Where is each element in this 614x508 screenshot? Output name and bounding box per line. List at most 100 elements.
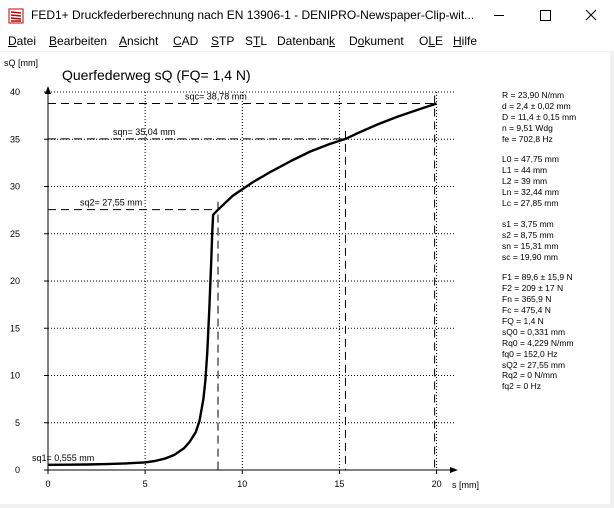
menu-item[interactable]: CAD — [173, 34, 198, 48]
menu-label-post: E — [435, 34, 444, 48]
x-tick-label: 0 — [45, 479, 50, 489]
info-line: FQ = 1,4 N — [502, 316, 544, 327]
info-line: sQ2 = 27,55 mm — [502, 359, 566, 370]
reference-lines — [48, 95, 436, 470]
info-line: L2 = 39 mm — [502, 176, 548, 187]
menu-label-pre: D — [349, 34, 358, 48]
menu-label-key: D — [8, 34, 17, 48]
chart-background — [0, 52, 610, 504]
info-line: Rq2 = 0 N/mm — [502, 370, 558, 381]
chart-ticks: 0 5 10 15 20 0 5 10 15 20 25 30 35 40 — [10, 87, 442, 489]
menu-label-post: kument — [364, 34, 404, 48]
chart-grid — [48, 91, 456, 470]
menu-label-key: H — [453, 34, 462, 48]
reference-label: sqc= 38,78 mm — [185, 92, 247, 102]
info-line: s2 = 8,75 mm — [502, 229, 554, 240]
x-tick-label: 15 — [334, 479, 344, 489]
x-tick-label: 5 — [143, 479, 148, 489]
info-line: fe = 702,8 Hz — [502, 133, 553, 144]
x-tick-label: 20 — [432, 479, 442, 489]
minimize-icon — [494, 15, 504, 16]
menu-label-post: L — [260, 34, 268, 48]
info-line: Rq0 = 4,229 N/mm — [502, 337, 574, 348]
info-line: L1 = 44 mm — [502, 165, 548, 176]
info-line: d = 2,4 ± 0,02 mm — [502, 100, 571, 111]
menu-label-key: L — [428, 34, 436, 48]
menu-item[interactable]: Hilfe — [453, 34, 477, 48]
menu-label-key: o — [357, 34, 365, 48]
menu-item[interactable]: Datenbank — [277, 34, 335, 48]
menu-item[interactable]: OLE — [419, 34, 443, 48]
y-tick-label: 40 — [10, 87, 20, 97]
menu-item[interactable]: Ansicht — [119, 34, 158, 48]
menu-item[interactable]: STP — [211, 34, 234, 48]
close-icon — [585, 9, 597, 21]
menu-label-pre: O — [419, 34, 429, 48]
menu-label-post: AD — [181, 34, 199, 48]
close-button[interactable] — [568, 0, 614, 31]
curve-layer — [47, 102, 437, 466]
y-tick-label: 25 — [10, 229, 20, 239]
menu-label-post: ilfe — [461, 34, 478, 48]
maximize-icon — [540, 10, 551, 21]
info-gap — [502, 209, 576, 219]
reference-labels: sq1= 0,555 mm sq2= 27,55 mm sqn= 35,04 mm s… — [32, 92, 247, 463]
y-tick-label: 0 — [15, 465, 20, 475]
window-border — [610, 52, 614, 508]
spring-parameters: R = 23,90 N/mm d = 2,4 ± 0,02 mm D = 11,4 … — [502, 90, 576, 392]
title-bar[interactable]: FED1+ Druckfederberechnung nach EN 13906… — [0, 0, 614, 31]
info-line: Fc = 475,4 N — [502, 305, 551, 316]
menu-item[interactable]: Datei — [8, 34, 36, 48]
menu-label-post: atei — [16, 34, 37, 48]
y-tick-label: 15 — [10, 323, 20, 333]
menu-item[interactable]: Bearbeiten — [49, 34, 107, 48]
spring-app-icon — [8, 8, 24, 24]
menu-separator — [0, 51, 614, 52]
y-tick-label: 30 — [10, 182, 20, 192]
y-axis-label: sQ [mm] — [4, 58, 38, 68]
menu-label-key: S — [211, 34, 220, 48]
info-line: R = 23,90 N/mm — [502, 90, 565, 100]
deflection-chart: 0 5 10 15 20 0 5 10 15 20 25 30 35 40 Querfederweg sQ… — [0, 52, 610, 504]
menu-label-post: TP — [219, 34, 235, 48]
window-border-bottom — [0, 504, 614, 508]
info-line: s1 = 3,75 mm — [502, 218, 554, 229]
menu-label-post: earbeiten — [57, 34, 108, 48]
y-tick-label: 20 — [10, 276, 20, 286]
menu-bar: Datei Bearbeiten Ansicht CAD STP STL Datenbank… — [0, 31, 614, 51]
menu-label-post: nsicht — [127, 34, 159, 48]
info-line: F1 = 89,6 ± 15,9 N — [502, 272, 573, 283]
info-line: fq0 = 152,0 Hz — [502, 348, 558, 359]
info-line: sn = 15,31 mm — [502, 240, 559, 251]
chart-title: Querfederweg sQ (FQ= 1,4 N) — [62, 67, 251, 83]
x-tick-label: 10 — [237, 479, 247, 489]
menu-label-key: B — [49, 34, 58, 48]
info-line: L0 = 47,75 mm — [502, 154, 559, 165]
y-tick-label: 10 — [10, 371, 20, 381]
chart-axes — [45, 86, 458, 473]
menu-label-pre: Datenban — [277, 34, 330, 48]
info-line: fq2 = 0 Hz — [502, 381, 541, 392]
info-line: Ln = 32,44 mm — [502, 187, 559, 198]
info-line: sQ0 = 0,331 mm — [502, 326, 566, 337]
y-tick-label: 35 — [10, 134, 20, 144]
maximize-button[interactable] — [522, 0, 568, 31]
reference-label: sq1= 0,555 mm — [32, 453, 94, 463]
menu-label-key: C — [173, 34, 182, 48]
minimize-button[interactable] — [476, 0, 522, 31]
info-line: Fn = 365,9 N — [502, 294, 552, 305]
menu-label-key: T — [253, 34, 261, 48]
window-title: FED1+ Druckfederberechnung nach EN 13906… — [31, 8, 475, 22]
x-axis-label: s [mm] — [452, 480, 479, 490]
info-line: F2 = 209 ± 17 N — [502, 283, 564, 294]
deflection-curve — [47, 102, 437, 466]
menu-item[interactable]: Dokument — [349, 34, 404, 48]
x-axis-arrow — [450, 467, 458, 473]
menu-label-key: k — [329, 34, 336, 48]
y-tick-label: 5 — [15, 418, 20, 428]
menu-label-key: A — [119, 34, 128, 48]
info-line: D = 11,4 ± 0,15 mm — [502, 111, 577, 122]
reference-label: sqn= 35,04 mm — [113, 127, 175, 137]
reference-label: sq2= 27,55 mm — [80, 198, 142, 208]
menu-item[interactable]: STL — [245, 34, 267, 48]
